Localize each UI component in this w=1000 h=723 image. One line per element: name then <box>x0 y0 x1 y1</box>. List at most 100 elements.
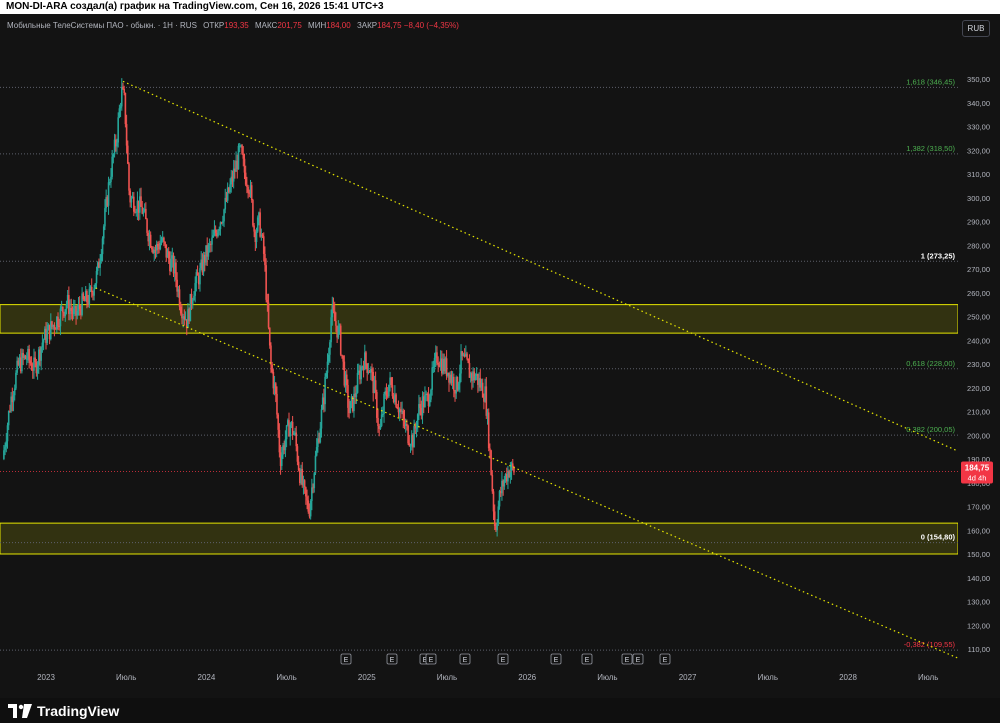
candle-body <box>289 425 292 437</box>
open-label: ОТКР <box>203 21 225 30</box>
candle-body <box>63 312 65 317</box>
candle-body <box>102 226 105 239</box>
time-tick-label: 2028 <box>839 673 857 682</box>
candle-body <box>410 434 413 446</box>
earnings-event-marker[interactable]: E <box>340 653 352 665</box>
candle-body <box>48 324 51 340</box>
candle-body <box>406 424 408 426</box>
candle-body <box>238 145 241 147</box>
candle-body <box>403 418 406 427</box>
candle-body <box>502 480 504 487</box>
candle-body <box>490 450 492 475</box>
tradingview-logo[interactable]: TradingView <box>8 702 119 719</box>
candle-body <box>76 310 79 316</box>
candle-body <box>314 455 317 474</box>
candle-body <box>480 382 483 388</box>
earnings-event-marker[interactable]: E <box>459 653 471 665</box>
earnings-event-marker[interactable]: E <box>632 653 644 665</box>
candle-body <box>83 299 86 302</box>
earnings-event-marker[interactable]: E <box>581 653 593 665</box>
event-label: E <box>423 657 428 664</box>
candle-body <box>383 393 385 414</box>
candle-body <box>148 234 151 242</box>
candle-body <box>18 357 21 365</box>
candle-body <box>218 229 221 231</box>
candle-body <box>513 467 515 473</box>
candle-body <box>123 89 125 93</box>
candle-body <box>363 352 366 370</box>
price-tick-label: 170,00 <box>967 503 990 512</box>
candle-body <box>71 310 74 315</box>
candle-body <box>419 404 421 408</box>
chart-frame[interactable] <box>0 14 1000 698</box>
candle-body <box>386 395 389 397</box>
candle-body <box>216 232 218 237</box>
candle-body <box>199 268 201 285</box>
earnings-event-marker[interactable]: E <box>659 653 671 665</box>
zones-layer <box>0 304 959 555</box>
candle-body <box>442 359 444 374</box>
candle-body <box>377 417 379 427</box>
tradingview-logo-text: TradingView <box>37 702 120 719</box>
candle-body <box>341 354 343 356</box>
last-price-value: 184,75 <box>965 463 990 472</box>
earnings-event-marker[interactable]: E <box>497 653 509 665</box>
candle-body <box>78 304 81 309</box>
candle-body <box>294 432 296 434</box>
candle-body <box>234 168 236 172</box>
chart-legend: Мобильные ТелеСистемы ПАО - обыкн. · 1Н … <box>7 21 459 30</box>
earnings-event-marker[interactable]: E <box>550 653 562 665</box>
candle-body <box>64 309 67 317</box>
event-label: E <box>636 657 641 664</box>
candle-body <box>134 211 136 213</box>
currency-button[interactable]: RUB <box>962 20 990 37</box>
trendline-2 <box>95 287 971 664</box>
candle-body <box>99 260 101 268</box>
candle-body <box>149 234 152 248</box>
price-chart[interactable]: 1,618 (346,45) 1,382 (318,50) 1 (273,25) 0,… <box>0 14 1000 698</box>
candle-body <box>450 374 453 383</box>
candle-body <box>478 378 480 385</box>
candle-body <box>57 316 59 327</box>
support-resistance-zone-1 <box>0 304 959 334</box>
candle-body <box>300 468 302 483</box>
candle-body <box>306 496 308 501</box>
candle-body <box>276 393 278 415</box>
event-box <box>581 653 593 665</box>
candle-body <box>201 259 204 273</box>
candle-body <box>95 270 98 284</box>
candle-body <box>242 153 245 159</box>
candle-body <box>318 438 320 443</box>
candle-body <box>237 145 240 170</box>
candle-body <box>236 160 239 170</box>
candle-body <box>96 262 99 271</box>
candle-body <box>420 407 423 416</box>
candle-body <box>36 364 39 374</box>
candle-body <box>254 231 257 243</box>
candle-body <box>457 383 460 390</box>
footer-bar: TradingView <box>0 698 1000 723</box>
candle-body <box>421 396 424 416</box>
candle-body <box>6 425 9 442</box>
price-tick-label: 120,00 <box>967 621 990 630</box>
candle-body <box>10 396 12 412</box>
earnings-event-marker[interactable]: E <box>621 653 633 665</box>
last-price-countdown: 4d 4h <box>968 473 987 482</box>
candle-body <box>354 393 356 397</box>
candle-body <box>131 196 134 198</box>
candle-body <box>212 235 215 238</box>
candle-body <box>467 358 470 363</box>
event-box <box>386 653 398 665</box>
candle-body <box>65 304 68 310</box>
price-tick-label: 130,00 <box>967 598 990 607</box>
earnings-event-marker[interactable]: E <box>425 653 437 665</box>
time-tick-label: 2025 <box>358 673 376 682</box>
candle-body <box>345 374 348 385</box>
candle-body <box>137 200 140 213</box>
earnings-event-marker[interactable]: E <box>386 653 398 665</box>
candle-body <box>499 491 502 494</box>
candle-body <box>262 236 265 254</box>
candle-body <box>463 354 466 357</box>
candle-body <box>323 397 325 405</box>
candle-body <box>191 300 194 305</box>
